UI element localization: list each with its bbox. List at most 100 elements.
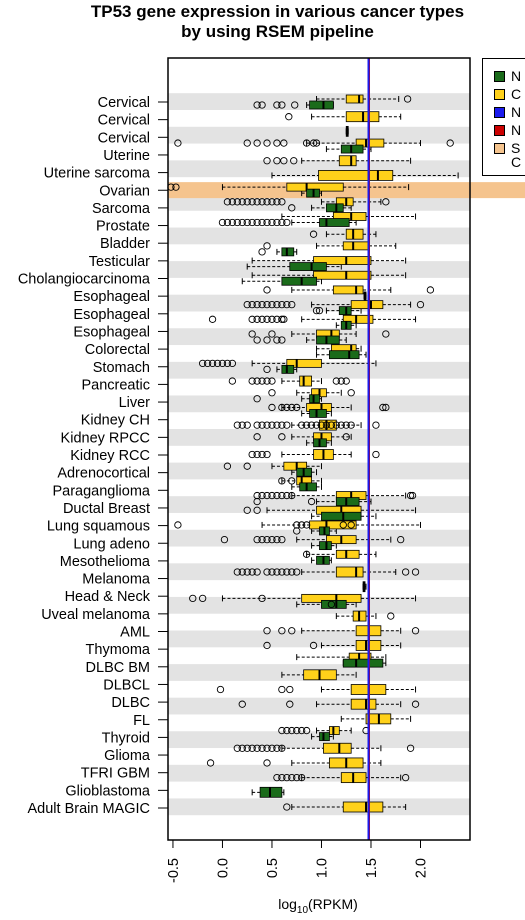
outlier-point: [258, 300, 266, 309]
outlier-point: [426, 286, 435, 294]
row-stripe: [168, 529, 470, 547]
cancer-box: [342, 801, 384, 813]
outlier-point: [253, 497, 261, 506]
outlier-point: [243, 300, 251, 309]
y-tick-label: Esophageal: [73, 289, 150, 305]
outlier-point: [263, 218, 271, 227]
outlier-point: [268, 300, 276, 309]
outlier-point: [253, 139, 261, 147]
outlier-point: [258, 248, 266, 256]
outlier-point: [268, 377, 276, 385]
outlier-point: [285, 113, 293, 121]
outlier-point: [258, 450, 266, 459]
outlier-point: [253, 218, 261, 227]
outlier-point: [288, 568, 296, 576]
outlier-point: [258, 198, 266, 206]
normal-box: [335, 497, 360, 506]
outlier-point: [382, 403, 390, 412]
row-stripe: [168, 596, 470, 614]
y-tick-label: Thymoma: [86, 642, 151, 658]
normal-box: [289, 262, 327, 271]
outlier-point: [382, 330, 390, 338]
y-tick-label: Ovarian: [99, 183, 150, 199]
y-tick-label: Lung squamous: [47, 519, 150, 535]
outlier-point: [278, 433, 286, 441]
outlier-point: [273, 198, 281, 206]
outlier-point: [372, 421, 380, 429]
outlier-point: [248, 377, 256, 385]
outlier-point: [278, 421, 286, 429]
legend-extra-label: C: [511, 154, 522, 170]
y-tick-label: Colorectal: [85, 342, 150, 358]
outlier-point: [263, 286, 271, 294]
outlier-point: [302, 521, 311, 529]
cancer-box: [345, 228, 364, 240]
legend-label: N: [511, 104, 522, 120]
outlier-point: [268, 330, 276, 338]
outlier-point: [248, 300, 256, 309]
outlier-point: [342, 377, 350, 385]
normal-box: [309, 409, 327, 418]
y-tick-label: Stomach: [93, 360, 150, 376]
outliers: [167, 95, 454, 811]
outlier-point: [174, 521, 182, 529]
outlier-point: [263, 759, 271, 767]
outlier-point: [322, 421, 331, 429]
row-stripe: [168, 126, 470, 144]
outlier-point: [288, 491, 296, 500]
outlier-point: [288, 204, 296, 212]
outlier-point: [243, 568, 251, 576]
row-stripe: [168, 764, 470, 782]
cancer-box: [332, 285, 364, 295]
y-tick-label: Adrenocortical: [57, 466, 150, 482]
outlier-point: [273, 568, 281, 576]
outlier-point: [263, 198, 271, 206]
outlier-point: [223, 359, 232, 368]
outlier-point: [253, 433, 261, 441]
outlier-point: [228, 198, 237, 206]
y-tick-label: Glioblastoma: [65, 783, 151, 799]
y-tick-label: Glioma: [104, 748, 151, 764]
outlier-point: [228, 377, 237, 385]
outlier-point: [253, 744, 261, 752]
y-tick-label: Pancreatic: [81, 377, 150, 393]
cancer-box: [313, 270, 372, 280]
outlier-point: [286, 700, 294, 708]
outlier-point: [248, 198, 256, 206]
row-stripe: [168, 294, 470, 312]
cancer-box: [335, 197, 354, 207]
boxes: [259, 94, 394, 813]
legend-swatch: [494, 107, 505, 118]
outlier-point: [218, 359, 227, 368]
outlier-point: [273, 300, 281, 309]
outlier-point: [278, 568, 286, 576]
outlier-point: [280, 315, 288, 323]
outlier-point: [278, 336, 286, 344]
outlier-point: [293, 527, 301, 535]
normal-box: [316, 335, 340, 345]
outlier-point: [174, 139, 182, 147]
outlier-point: [317, 421, 326, 429]
outlier-point: [268, 491, 276, 500]
outlier-point: [408, 491, 417, 500]
outlier-point: [293, 726, 301, 735]
outlier-point: [206, 759, 215, 767]
outlier-point: [208, 315, 217, 323]
outlier-point: [342, 421, 350, 429]
outlier-point: [290, 157, 298, 165]
y-tick-label: Kidney RCC: [70, 448, 150, 464]
outlier-point: [278, 773, 286, 782]
outlier-point: [248, 330, 256, 338]
outlier-point: [339, 521, 347, 529]
outlier-point: [223, 462, 232, 470]
legend-item: N: [494, 104, 525, 120]
outlier-point: [253, 535, 261, 544]
chart-subtitle: by using RSEM pipeline: [181, 22, 374, 41]
outlier-point: [288, 477, 296, 485]
x-tick-label: 1.0: [314, 858, 330, 878]
outlier-point: [228, 359, 237, 368]
y-tick-label: Adult Brain MAGIC: [28, 801, 151, 817]
outlier-point: [283, 803, 291, 811]
outlier-point: [220, 535, 229, 544]
outlier-point: [273, 336, 281, 344]
